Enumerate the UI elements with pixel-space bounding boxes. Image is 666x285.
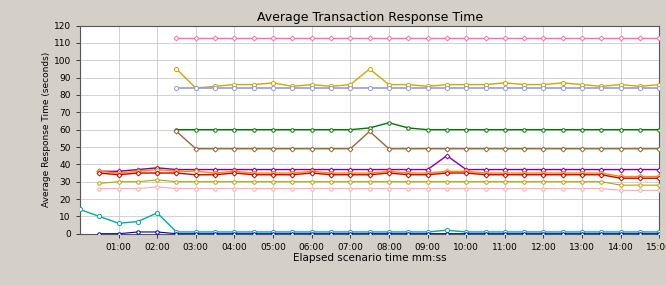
X-axis label: Elapsed scenario time mm:ss: Elapsed scenario time mm:ss [293,253,446,263]
Title: Average Transaction Response Time: Average Transaction Response Time [256,11,483,25]
Y-axis label: Average Response Time (seconds): Average Response Time (seconds) [42,52,51,207]
